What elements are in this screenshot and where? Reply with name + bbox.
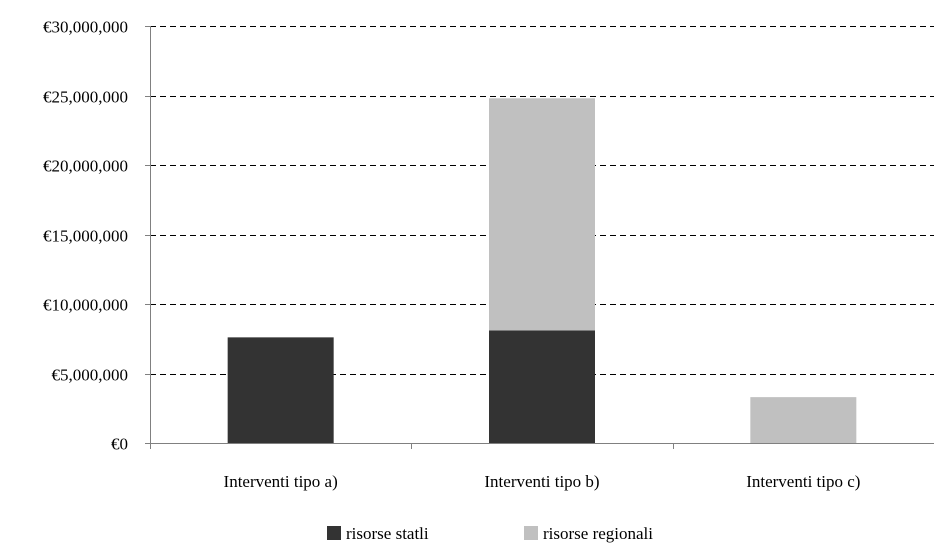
legend-label: risorse regionali	[543, 524, 653, 543]
y-tick-label: €25,000,000	[43, 88, 128, 107]
y-tick-label: €20,000,000	[43, 157, 128, 176]
y-tick-label: €0	[111, 435, 128, 454]
tick-labels: €0 €5,000,000 €10,000,000 €15,000,000 €20,00…	[43, 18, 860, 492]
y-tick-label: €5,000,000	[52, 366, 129, 385]
legend-swatch	[524, 526, 538, 540]
bar-risorse-regionali-3	[750, 397, 857, 443]
bar-risorse-regionali-2	[489, 98, 595, 331]
x-tick-label: Interventi tipo c)	[746, 472, 860, 491]
legend: risorse statli risorse regionali	[327, 524, 653, 543]
legend-swatch	[327, 526, 341, 540]
legend-label: risorse statli	[346, 524, 429, 543]
bar-risorse-statli-2	[489, 330, 595, 443]
bars	[227, 98, 857, 443]
bar-risorse-statli-1	[227, 337, 334, 443]
axes	[145, 26, 934, 449]
x-tick-label: Interventi tipo b)	[484, 472, 599, 491]
y-tick-label: €10,000,000	[43, 296, 128, 315]
x-tick-label: Interventi tipo a)	[224, 472, 338, 491]
y-tick-label: €15,000,000	[43, 227, 128, 246]
y-tick-label: €30,000,000	[43, 18, 128, 37]
